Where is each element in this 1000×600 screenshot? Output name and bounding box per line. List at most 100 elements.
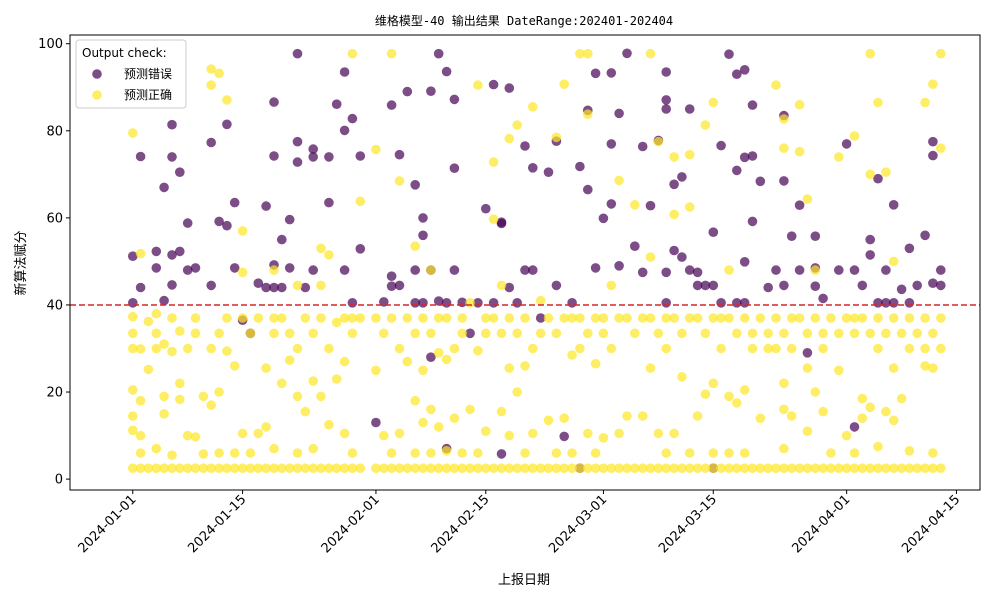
data-point <box>622 463 632 474</box>
data-point <box>716 298 726 308</box>
data-point <box>222 313 232 323</box>
data-point <box>159 391 169 402</box>
data-point <box>928 136 938 147</box>
data-point <box>896 328 907 339</box>
data-point <box>175 463 185 474</box>
data-point <box>465 298 475 308</box>
data-point <box>661 343 671 354</box>
data-point <box>324 343 334 354</box>
data-point <box>308 443 319 454</box>
data-point <box>865 48 875 59</box>
data-point <box>692 280 703 291</box>
data-point <box>614 463 624 474</box>
data-point <box>394 149 405 160</box>
data-point <box>386 281 397 292</box>
data-point <box>865 463 875 474</box>
data-point <box>324 197 334 208</box>
data-point <box>426 463 436 474</box>
data-point <box>849 463 860 474</box>
data-point <box>269 151 279 161</box>
data-point <box>575 48 585 59</box>
data-point <box>896 284 907 295</box>
data-point <box>128 128 138 138</box>
data-point <box>402 86 413 97</box>
data-point <box>504 363 515 373</box>
data-point <box>535 295 546 306</box>
data-point <box>559 79 569 89</box>
data-point <box>810 281 821 292</box>
data-point <box>386 271 397 282</box>
data-point <box>724 265 734 275</box>
data-point <box>716 313 726 323</box>
data-point <box>779 463 789 474</box>
data-point <box>763 463 773 474</box>
data-point <box>394 428 405 439</box>
data-point <box>708 280 719 291</box>
data-point <box>135 463 146 474</box>
series-1 <box>128 48 946 474</box>
data-point <box>426 404 436 415</box>
data-point <box>418 463 428 474</box>
data-point <box>371 463 381 474</box>
data-point <box>457 463 468 474</box>
data-point <box>214 216 224 227</box>
data-point <box>394 280 405 291</box>
data-point <box>802 426 813 437</box>
data-point <box>151 443 162 454</box>
data-point <box>214 448 224 458</box>
data-point <box>128 463 138 474</box>
data-point <box>692 267 703 278</box>
data-point <box>528 343 538 354</box>
data-point <box>371 365 381 376</box>
data-point <box>143 364 154 375</box>
data-point <box>214 387 224 397</box>
data-point <box>873 463 883 474</box>
data-point <box>708 378 719 389</box>
data-point <box>449 265 460 275</box>
data-point <box>575 343 585 354</box>
data-point <box>630 463 640 474</box>
data-point <box>818 343 828 354</box>
data-point <box>410 328 421 339</box>
data-point <box>802 194 813 204</box>
data-point <box>473 80 483 90</box>
data-point <box>543 167 554 177</box>
data-point <box>802 363 813 373</box>
plot-area <box>70 48 980 474</box>
y-tick-label: 0 <box>55 473 63 488</box>
data-point <box>920 463 930 474</box>
data-point <box>214 328 224 339</box>
data-point <box>355 244 366 254</box>
data-point <box>347 113 358 124</box>
data-point <box>237 313 248 323</box>
data-point <box>739 257 750 267</box>
data-point <box>418 213 428 223</box>
data-point <box>763 328 773 339</box>
data-point <box>277 313 287 323</box>
data-point <box>441 446 452 456</box>
data-point <box>755 176 766 187</box>
data-point <box>747 100 758 110</box>
data-point <box>755 313 766 323</box>
data-point <box>433 422 444 432</box>
data-point <box>873 173 883 184</box>
data-point <box>912 328 922 339</box>
data-point <box>724 463 734 474</box>
data-point <box>277 282 287 293</box>
data-point <box>857 313 868 323</box>
data-point <box>559 413 569 424</box>
data-point <box>771 343 781 354</box>
data-point <box>888 415 899 426</box>
data-point <box>732 463 742 474</box>
data-point <box>300 313 311 323</box>
data-point <box>182 343 193 354</box>
data-point <box>732 69 742 79</box>
data-point <box>755 463 766 474</box>
data-point <box>379 328 389 339</box>
data-point <box>739 448 750 458</box>
data-point <box>904 243 915 254</box>
data-point <box>151 463 162 474</box>
data-point <box>292 343 303 354</box>
data-point <box>653 463 664 474</box>
data-point <box>567 463 577 474</box>
